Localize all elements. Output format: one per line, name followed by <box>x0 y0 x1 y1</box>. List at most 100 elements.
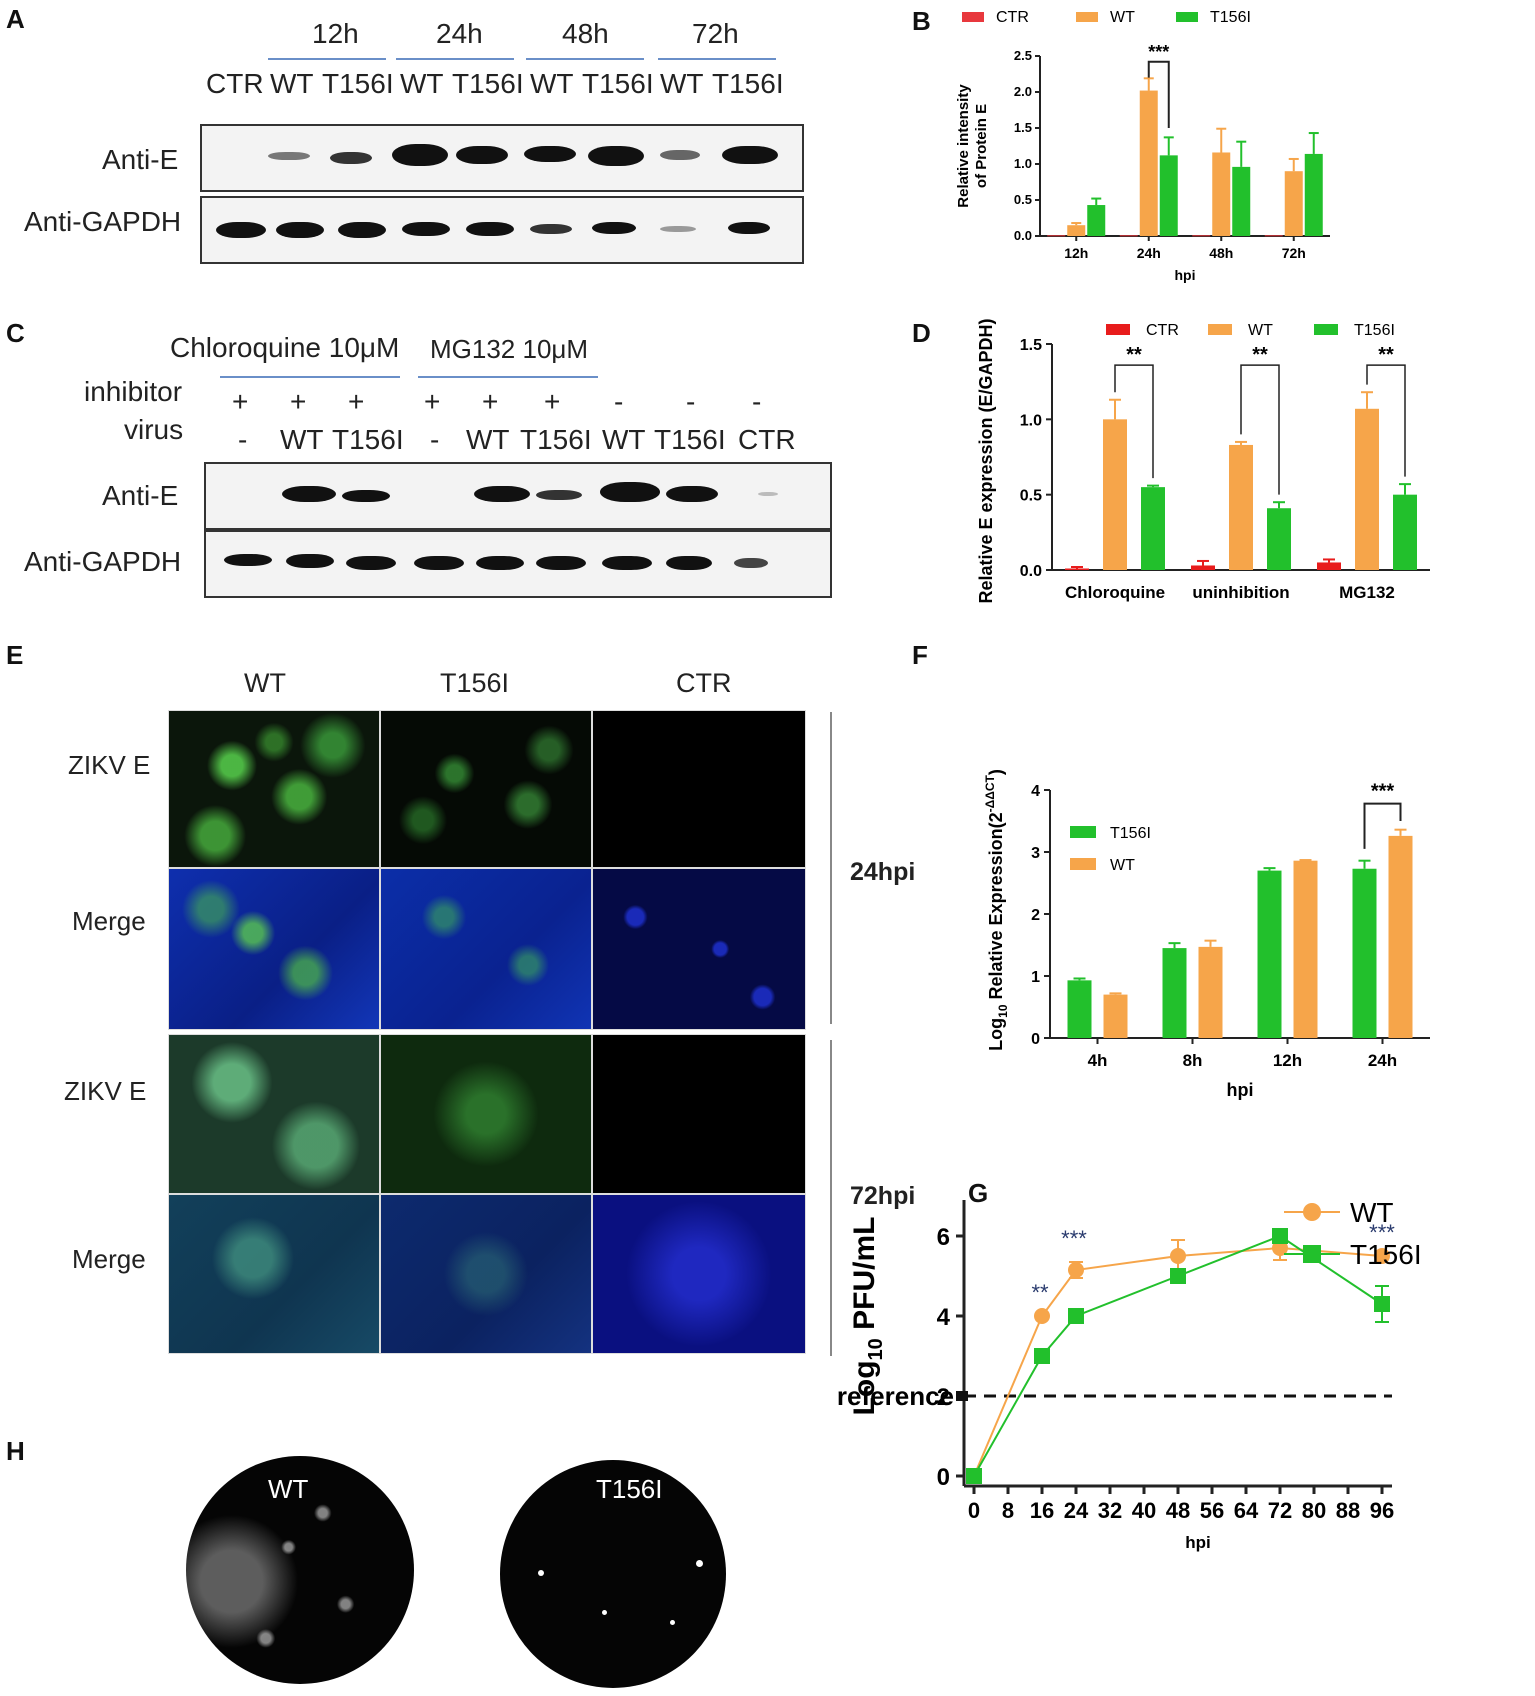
plate-label-wt: WT <box>268 1474 309 1504</box>
y-tick-label: 1.0 <box>1014 156 1032 171</box>
x-tick-label: Chloroquine <box>1065 583 1165 602</box>
bar <box>1257 870 1282 1038</box>
bar <box>1304 153 1323 236</box>
y-axis-label-part: Log <box>848 1360 881 1415</box>
data-point <box>1170 1268 1186 1284</box>
zikv-e-wt-24h-image <box>168 710 380 868</box>
y-axis-label-part: 10 <box>865 1338 887 1360</box>
legend-swatch <box>1076 12 1098 22</box>
band <box>276 222 324 238</box>
band <box>592 222 636 234</box>
row-label-merge: Merge <box>72 1244 146 1274</box>
inhibitor-mark: + <box>232 386 249 417</box>
bar <box>1229 444 1253 570</box>
y-tick-label: 0.0 <box>1014 228 1032 243</box>
column-label-wt: WT <box>244 668 286 698</box>
x-tick-label: 24 <box>1064 1498 1089 1523</box>
significance-label: ** <box>1252 344 1268 366</box>
y-axis-label: Relative intensityof Protein E <box>955 84 990 208</box>
panel-letter-b: B <box>912 6 931 36</box>
bar <box>1198 946 1223 1038</box>
row-label-zikv-e: ZIKV E <box>64 1076 147 1106</box>
bar <box>1087 205 1106 236</box>
lane-label: T156I <box>582 68 654 99</box>
lane-label: T156I <box>452 68 524 99</box>
y-tick-label: 1 <box>1031 969 1040 986</box>
data-point <box>1034 1308 1050 1324</box>
band <box>476 556 524 570</box>
bar <box>1393 494 1417 570</box>
band <box>536 490 582 500</box>
group-divider <box>830 712 832 1024</box>
inhibitor-mark: - <box>686 386 696 417</box>
lane-label: WT <box>270 68 314 99</box>
inhibitor-mark: + <box>290 386 307 417</box>
plaque-dot <box>696 1560 703 1567</box>
y-axis-label: Relative E expression (E/GAPDH) <box>976 318 996 603</box>
x-tick-label: 72h <box>1282 245 1306 261</box>
legend-label: T156I <box>1350 1239 1422 1270</box>
data-point <box>1068 1308 1084 1324</box>
merge-t156i-24h-image <box>380 868 592 1030</box>
legend-label: T156I <box>1354 322 1395 339</box>
reference-label: reference <box>837 1381 954 1411</box>
band <box>666 556 712 570</box>
treatment-underline <box>418 376 598 378</box>
treatment-underline <box>220 376 400 378</box>
inhibitor-mark: - <box>614 386 624 417</box>
y-tick-label: 0 <box>937 1464 950 1491</box>
legend-label: T156I <box>1110 825 1151 842</box>
y-tick-label: 1.0 <box>1020 412 1042 429</box>
band <box>392 144 448 166</box>
x-tick-label: 0 <box>968 1498 980 1523</box>
y-axis-label-part: -ΔΔCT <box>983 774 997 812</box>
band <box>330 152 372 164</box>
y-tick-label: 1.5 <box>1014 120 1032 135</box>
treatment-chloroquine: Chloroquine 10μM <box>170 332 400 363</box>
panel-letter-a: A <box>6 4 25 34</box>
band <box>346 556 396 570</box>
column-label-t156i: T156I <box>440 668 510 698</box>
plaque-dot <box>538 1570 544 1576</box>
bar <box>1388 835 1413 1038</box>
legend-swatch <box>1070 826 1096 838</box>
legend-swatch <box>1070 858 1096 870</box>
anti-e-blot <box>204 462 832 530</box>
row-label-anti-e: Anti-E <box>102 480 179 511</box>
lane-label: T156I <box>322 68 394 99</box>
bar <box>1103 419 1127 570</box>
merge-ctr-24h-image <box>592 868 806 1030</box>
bar <box>1212 152 1231 236</box>
chart-g-viral-titer: 02468081624324048566472808896hpireferenc… <box>837 1200 1422 1552</box>
virus-mark: T156I <box>332 424 404 455</box>
virus-mark: T156I <box>654 424 726 455</box>
chart-f-relative-expression: 0 1 2 3 4 4h 8h 12h 24h *** hpi Log10 Relative Expr… <box>983 769 1430 1100</box>
bar <box>1159 155 1178 236</box>
y-axis-label-line: Relative intensity <box>955 84 972 208</box>
x-tick-label: 96 <box>1370 1498 1394 1523</box>
zikv-e-wt-72h-image <box>168 1034 380 1194</box>
band <box>524 146 576 162</box>
x-tick-label: 32 <box>1098 1498 1122 1523</box>
inhibitor-mark: + <box>482 386 499 417</box>
inhibitor-mark: + <box>348 386 365 417</box>
y-tick-label: 0.0 <box>1020 563 1042 580</box>
band <box>402 222 450 236</box>
significance-label: *** <box>1148 42 1169 62</box>
zikv-e-ctr-72h-image <box>592 1034 806 1194</box>
x-tick-label: 24h <box>1368 1051 1397 1070</box>
merge-ctr-72h-image <box>592 1194 806 1354</box>
timepoint-underline <box>396 58 514 60</box>
significance-label: *** <box>1369 1220 1395 1245</box>
timepoint-24h: 24h <box>436 18 483 49</box>
band <box>536 556 586 570</box>
row-label-anti-gapdh: Anti-GAPDH <box>24 206 182 237</box>
band <box>602 556 652 570</box>
time-label-72hpi: 72hpi <box>850 1182 916 1210</box>
band <box>338 222 386 238</box>
x-tick-label: uninhibition <box>1192 583 1289 602</box>
x-tick-label: 80 <box>1302 1498 1326 1523</box>
band <box>722 146 778 164</box>
timepoint-underline <box>526 58 644 60</box>
reference-marker <box>956 1391 968 1401</box>
